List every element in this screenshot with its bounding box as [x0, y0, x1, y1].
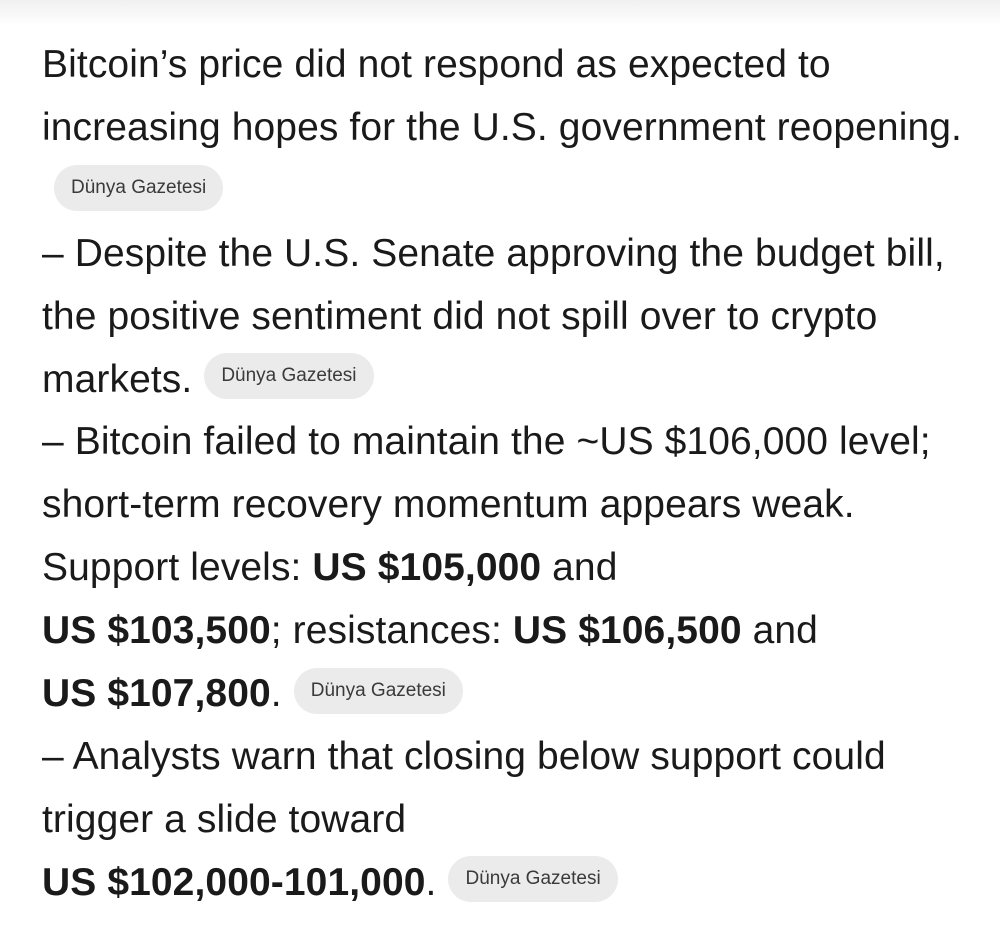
- joiner-text: and: [541, 546, 618, 590]
- resistance-level-2: US $107,800: [42, 672, 271, 716]
- sentence-end: .: [270, 672, 282, 716]
- resistance-level-1: US $106,500: [512, 609, 742, 653]
- source-chip[interactable]: Dünya Gazetesi: [448, 856, 618, 903]
- top-fade: [0, 0, 1000, 26]
- paragraph-1: Bitcoin’s price did not respond as expec…: [42, 34, 972, 223]
- paragraph-3-intro: – Bitcoin failed to maintain the ~US $10…: [42, 420, 931, 590]
- paragraph-3: – Bitcoin failed to maintain the ~US $10…: [42, 411, 972, 726]
- source-chip[interactable]: Dünya Gazetesi: [293, 667, 463, 714]
- paragraph-2: – Despite the U.S. Senate approving the …: [42, 223, 972, 412]
- source-chip[interactable]: Dünya Gazetesi: [204, 353, 374, 400]
- target-range: US $102,000-101,000: [42, 860, 426, 904]
- support-level-1: US $105,000: [312, 546, 542, 590]
- support-level-2: US $103,500: [42, 609, 271, 653]
- paragraph-4-intro: – Analysts warn that closing below suppo…: [42, 734, 886, 841]
- paragraph-3-mid: ; resistances:: [270, 609, 513, 653]
- sentence-end: .: [425, 860, 437, 904]
- paragraph-2-text: – Despite the U.S. Senate approving the …: [42, 231, 945, 401]
- paragraph-4: – Analysts warn that closing below suppo…: [42, 726, 972, 915]
- joiner-text: and: [741, 609, 818, 653]
- source-chip[interactable]: Dünya Gazetesi: [54, 164, 224, 211]
- response-text: Bitcoin’s price did not respond as expec…: [42, 34, 972, 915]
- paragraph-1-text: Bitcoin’s price did not respond as expec…: [42, 43, 962, 149]
